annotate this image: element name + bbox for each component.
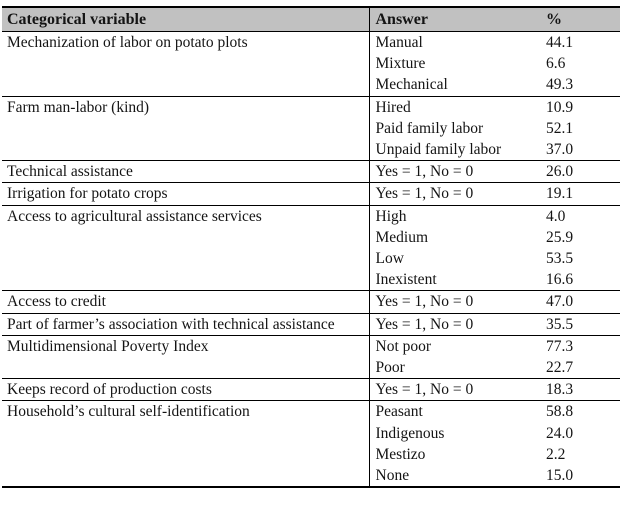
header-categorical-variable: Categorical variable (2, 6, 370, 32)
table-row: Medium 25.9 (2, 227, 620, 248)
header-answer: Answer (369, 6, 540, 32)
variable-group: Access to agricultural assistance servic… (2, 204, 620, 291)
percent-cell: 18.3 (540, 378, 620, 401)
percent-cell: 58.8 (540, 400, 620, 423)
table-row: Mechanization of labor on potato plots Ma… (2, 31, 620, 97)
percent-cell: 16.6 (546, 271, 574, 289)
variable-cell: Part of farmer’s association with techni… (2, 312, 370, 336)
table-row: Poor 22.7 (2, 357, 620, 379)
header-percent: % (540, 6, 620, 32)
answer-cell: Mestizo (375, 445, 426, 463)
variable-cell: Multidimensional Poverty Index (2, 334, 370, 379)
variable-group: Household’s cultural self-identification… (2, 400, 620, 488)
variable-cell: Mechanization of labor on potato plots (2, 31, 370, 97)
answer-cell: Poor (375, 359, 405, 377)
answer-cell: Mixture (375, 55, 426, 73)
percent-cell: 77.3 (540, 334, 620, 358)
answer-cell: Hired (369, 95, 540, 118)
table-row: Access to credit Yes = 1, No = 0 47.0 (2, 290, 620, 314)
answer-cell: Yes = 1, No = 0 (369, 312, 540, 336)
percent-cell: 4.0 (540, 204, 620, 227)
answer-cell: Mechanical (375, 76, 448, 94)
variable-cell: Irrigation for potato crops (2, 182, 370, 206)
table-row: Low 53.5 (2, 248, 620, 269)
answer-cell: Peasant (369, 400, 540, 423)
percent-cell: 35.5 (540, 312, 620, 336)
table-row: Paid family labor 52.1 (2, 118, 620, 139)
percent-cell: 52.1 (546, 119, 574, 137)
answer-cell: High (369, 204, 540, 227)
table-row: Farm man-labor (kind) Hired 10.9 (2, 95, 620, 161)
answer-cell: Yes = 1, No = 0 (369, 160, 540, 183)
answer-cell: Not poor (369, 334, 540, 358)
table-row: Multidimensional Poverty Index Not poor 77… (2, 334, 620, 379)
percent-cell: 25.9 (546, 228, 574, 246)
variable-group: Multidimensional Poverty Index Not poor 77… (2, 334, 620, 379)
variable-group: Farm man-labor (kind) Hired 10.9 Paid famil… (2, 95, 620, 161)
table-row: Mixture 6.6 (2, 53, 620, 74)
answer-cell: Manual (369, 31, 540, 54)
variable-group: Irrigation for potato crops Yes = 1, No =… (2, 182, 620, 206)
percent-cell: 22.7 (546, 359, 574, 377)
header-row: Categorical variable Answer % (2, 6, 620, 32)
table-row: Unpaid family labor 37.0 (2, 139, 620, 161)
table-row: None 15.0 (2, 465, 620, 487)
percent-cell: 26.0 (540, 160, 620, 183)
table-row: Technical assistance Yes = 1, No = 0 26.0 (2, 160, 620, 183)
percent-cell: 24.0 (546, 424, 574, 442)
variable-cell: Access to credit (2, 290, 370, 314)
percent-cell: 10.9 (540, 95, 620, 118)
percent-cell: 19.1 (540, 182, 620, 206)
categorical-variables-table: Categorical variable Answer % Mechanizat… (2, 6, 620, 489)
answer-cell: Low (375, 250, 404, 268)
answer-cell: Yes = 1, No = 0 (369, 182, 540, 206)
variable-cell: Technical assistance (2, 160, 370, 183)
percent-cell: 47.0 (540, 290, 620, 314)
variable-cell: Access to agricultural assistance servic… (2, 204, 370, 291)
variable-group: Keeps record of production costs Yes = 1,… (2, 378, 620, 401)
percent-cell: 49.3 (546, 76, 574, 94)
percent-cell: 15.0 (546, 467, 574, 485)
variable-cell: Farm man-labor (kind) (2, 95, 370, 161)
table-row: Irrigation for potato crops Yes = 1, No =… (2, 182, 620, 206)
table-row: Part of farmer’s association with techni… (2, 312, 620, 336)
table-row: Mechanical 49.3 (2, 74, 620, 96)
table-row: Mestizo 2.2 (2, 444, 620, 465)
answer-cell: None (375, 467, 410, 485)
table-row: Household’s cultural self-identification… (2, 400, 620, 488)
variable-group: Access to credit Yes = 1, No = 0 47.0 (2, 290, 620, 314)
table-row: Inexistent 16.6 (2, 269, 620, 291)
answer-cell: Indigenous (375, 424, 445, 442)
percent-cell: 37.0 (546, 141, 574, 159)
answer-cell: Paid family labor (375, 119, 484, 137)
answer-cell: Unpaid family labor (375, 141, 502, 159)
variable-group: Technical assistance Yes = 1, No = 0 26.0 (2, 160, 620, 183)
answer-cell: Yes = 1, No = 0 (369, 378, 540, 401)
variable-cell: Keeps record of production costs (2, 378, 370, 401)
table-row: Keeps record of production costs Yes = 1,… (2, 378, 620, 401)
variable-group: Mechanization of labor on potato plots Ma… (2, 31, 620, 97)
table-header: Categorical variable Answer % (2, 6, 620, 32)
variable-cell: Household’s cultural self-identification (2, 400, 370, 488)
percent-cell: 44.1 (540, 31, 620, 54)
table-row: Indigenous 24.0 (2, 423, 620, 444)
percent-cell: 53.5 (546, 250, 574, 268)
percent-cell: 2.2 (546, 445, 566, 463)
variable-group: Part of farmer’s association with techni… (2, 312, 620, 336)
answer-cell: Yes = 1, No = 0 (369, 290, 540, 314)
table-row: Access to agricultural assistance servic… (2, 204, 620, 291)
answer-cell: Medium (375, 228, 429, 246)
percent-cell: 6.6 (546, 55, 566, 73)
answer-cell: Inexistent (375, 271, 437, 289)
